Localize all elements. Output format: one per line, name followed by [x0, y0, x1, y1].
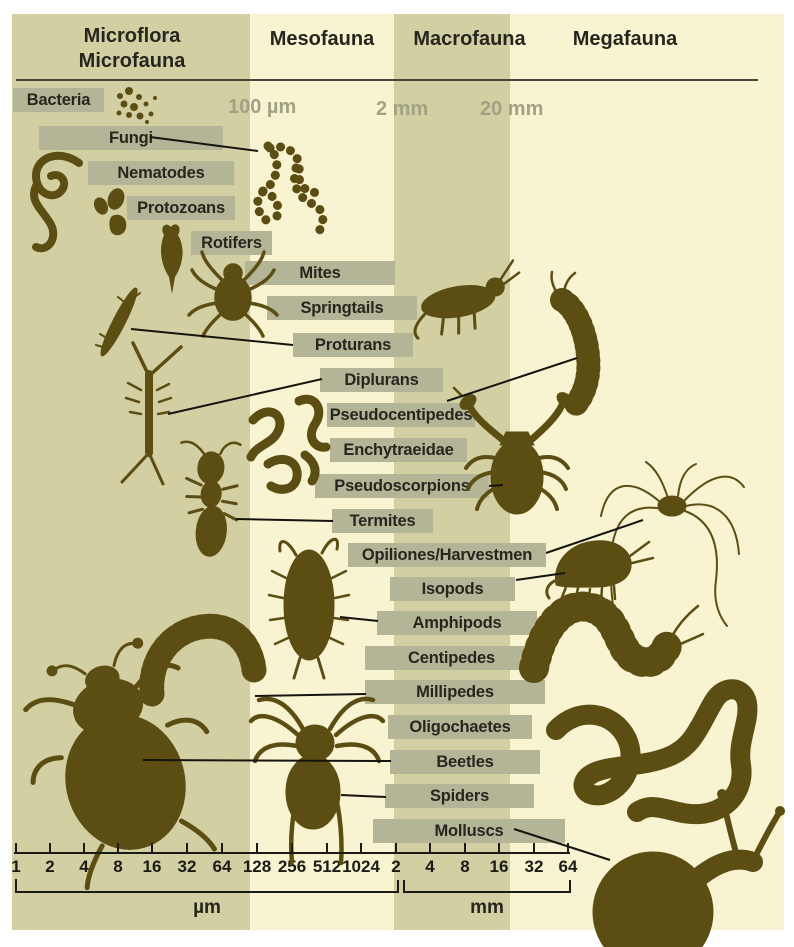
organism-label: Protozoans: [137, 199, 225, 217]
organism-bar-molluscs: Molluscs: [373, 819, 565, 843]
organism-bar-oligochaetes: Oligochaetes: [388, 715, 532, 739]
column-title-line1: Mesofauna: [269, 28, 375, 50]
axis-tick-label: 8: [460, 857, 470, 876]
column-title-mesofauna: Mesofauna: [248, 27, 396, 52]
organism-label: Bacteria: [26, 91, 91, 109]
organism-label: Fungi: [109, 129, 153, 147]
column-title-line1: Macrofauna: [413, 28, 526, 50]
organism-label: Mites: [299, 264, 341, 282]
organism-label: Molluscs: [434, 822, 504, 840]
organism-bar-opiliones-harvestmen: Opiliones/Harvestmen: [348, 543, 546, 567]
axis-unit-um: µm: [193, 897, 221, 918]
organism-bar-pseudocentipedes: Pseudocentipedes: [327, 403, 475, 427]
organism-label: Proturans: [314, 336, 392, 354]
organism-label: Beetles: [436, 753, 494, 771]
organism-bar-spiders: Spiders: [385, 784, 534, 808]
organism-bar-proturans: Proturans: [293, 333, 413, 357]
organism-bar-amphipods: Amphipods: [377, 611, 537, 635]
axis-tick-label: 64: [558, 857, 578, 876]
column-title-line1: Megafauna: [572, 28, 678, 50]
header-divider-line: [16, 79, 758, 81]
organism-label: Isopods: [421, 580, 484, 598]
organism-label: Opiliones/Harvestmen: [361, 546, 533, 564]
organism-label: Amphipods: [412, 614, 502, 632]
organism-bar-pseudoscorpions: Pseudoscorpions: [315, 474, 489, 498]
axis-tick-label: 64: [212, 857, 232, 876]
axis-unit-mm: mm: [470, 897, 504, 918]
size-marker-20mm: 20 mm: [480, 98, 544, 120]
size-marker-100um: 100 µm: [228, 96, 297, 118]
size-marker-2mm: 2 mm: [376, 98, 429, 120]
organism-bar-mites: Mites: [245, 261, 395, 285]
column-title-line2: Microfauna: [78, 50, 186, 72]
organism-bar-springtails: Springtails: [267, 296, 417, 320]
organism-bar-isopods: Isopods: [390, 577, 515, 601]
organism-label: Nematodes: [117, 164, 205, 182]
organism-bar-diplurans: Diplurans: [320, 368, 443, 392]
organism-bar-beetles: Beetles: [390, 750, 540, 774]
organism-bar-enchytraeidae: Enchytraeidae: [330, 438, 467, 462]
axis-tick-label: 32: [524, 857, 544, 876]
column-title-macrofauna: Macrofauna: [392, 27, 547, 52]
organism-bar-fungi: Fungi: [39, 126, 223, 150]
column-title-line1: Microflora: [83, 25, 181, 47]
band-megafauna: [510, 14, 784, 930]
organism-label: Enchytraeidae: [343, 441, 454, 459]
organism-bar-bacteria: Bacteria: [13, 88, 104, 112]
organism-label: Pseudocentipedes: [329, 406, 473, 424]
column-title-megafauna: Megafauna: [515, 27, 735, 52]
organism-bar-millipedes: Millipedes: [365, 680, 545, 704]
band-microflora-microfauna: [12, 14, 250, 930]
organism-label: Diplurans: [344, 371, 419, 389]
axis-tick-label: 16: [489, 857, 509, 876]
organism-label: Oligochaetes: [409, 718, 511, 736]
band-mesofauna: [250, 14, 394, 930]
organism-bar-nematodes: Nematodes: [88, 161, 234, 185]
organism-label: Termites: [349, 512, 416, 530]
organism-label: Centipedes: [408, 649, 495, 667]
organism-label: Springtails: [300, 299, 384, 317]
organism-bar-protozoans: Protozoans: [127, 196, 235, 220]
organism-bar-centipedes: Centipedes: [365, 646, 538, 670]
axis-tick-label: 4: [425, 857, 435, 876]
organism-label: Pseudoscorpions: [334, 477, 470, 495]
organism-bar-termites: Termites: [332, 509, 433, 533]
axis-tick-label: 1: [11, 857, 21, 876]
column-title-microflora-microfauna: Microflora Microfauna: [12, 24, 252, 74]
axis-tick-label: 2: [391, 857, 401, 876]
organism-label: Spiders: [429, 787, 490, 805]
organism-bar-rotifers: Rotifers: [191, 231, 272, 255]
organism-label: Rotifers: [201, 234, 262, 252]
organism-label: Millipedes: [416, 683, 494, 701]
